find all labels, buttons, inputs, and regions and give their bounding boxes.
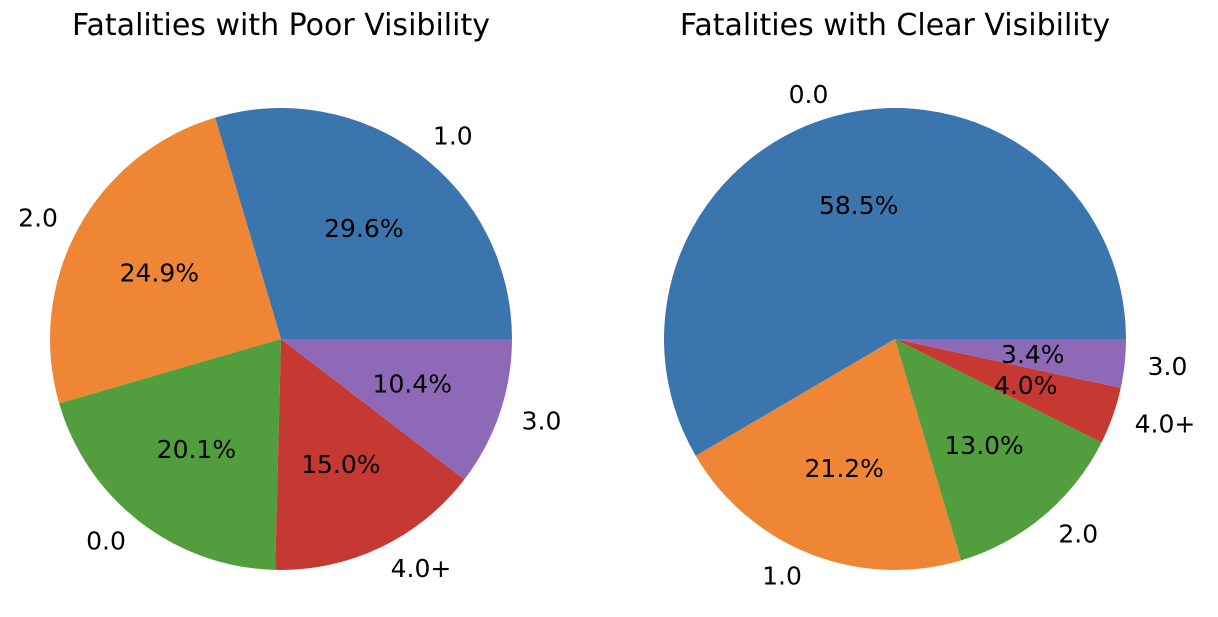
pie-slice-1-0	[695, 339, 962, 570]
pie-slice-4-0	[275, 339, 465, 570]
pie-slice-3-0	[895, 339, 1126, 388]
slice-category-label: 3.0	[522, 407, 562, 436]
slice-category-label: 4.0+	[1135, 409, 1196, 438]
pie-slice-2-0	[895, 339, 1102, 561]
slice-category-label: 1.0	[762, 561, 802, 590]
slice-percent-label: 20.1%	[157, 435, 236, 464]
slice-percent-label: 10.4%	[373, 369, 452, 398]
pie-slice-3-0	[281, 339, 512, 480]
pie-slice-0-0	[664, 108, 1126, 456]
pie-slice-1-0	[215, 108, 512, 339]
chart-title-poor-visibility: Fatalities with Poor Visibility	[72, 8, 490, 43]
slice-percent-label: 13.0%	[944, 431, 1023, 460]
slice-percent-label: 4.0%	[994, 371, 1058, 400]
pie-slice-2-0	[49, 117, 281, 404]
slice-category-label: 2.0	[1058, 520, 1098, 549]
pie-slice-0-0	[59, 339, 282, 570]
slice-percent-label: 24.9%	[120, 259, 199, 288]
pie-clear-visibility: 0.0 58.5% 1.0 21.2% 2.0 13.0% 4.0+ 4.0% 3.0 3.4%	[664, 80, 1196, 590]
chart-title-clear-visibility: Fatalities with Clear Visibility	[680, 8, 1110, 43]
slice-category-label: 0.0	[789, 80, 829, 109]
pie-poor-visibility: 1.0 29.6% 2.0 24.9% 0.0 20.1% 4.0+ 15.0% 3.0 10.4…	[18, 108, 561, 583]
slice-percent-label: 21.2%	[805, 454, 884, 483]
slice-category-label: 1.0	[433, 121, 473, 150]
slice-percent-label: 3.4%	[1001, 340, 1065, 369]
slice-percent-label: 15.0%	[301, 450, 380, 479]
slice-percent-label: 29.6%	[324, 214, 403, 243]
pie-slice-4-0	[895, 339, 1121, 443]
slice-percent-label: 58.5%	[819, 191, 898, 220]
slice-category-label: 2.0	[18, 203, 58, 232]
slice-category-label: 3.0	[1148, 352, 1188, 381]
slice-category-label: 4.0+	[391, 554, 452, 583]
slice-category-label: 0.0	[86, 526, 126, 555]
